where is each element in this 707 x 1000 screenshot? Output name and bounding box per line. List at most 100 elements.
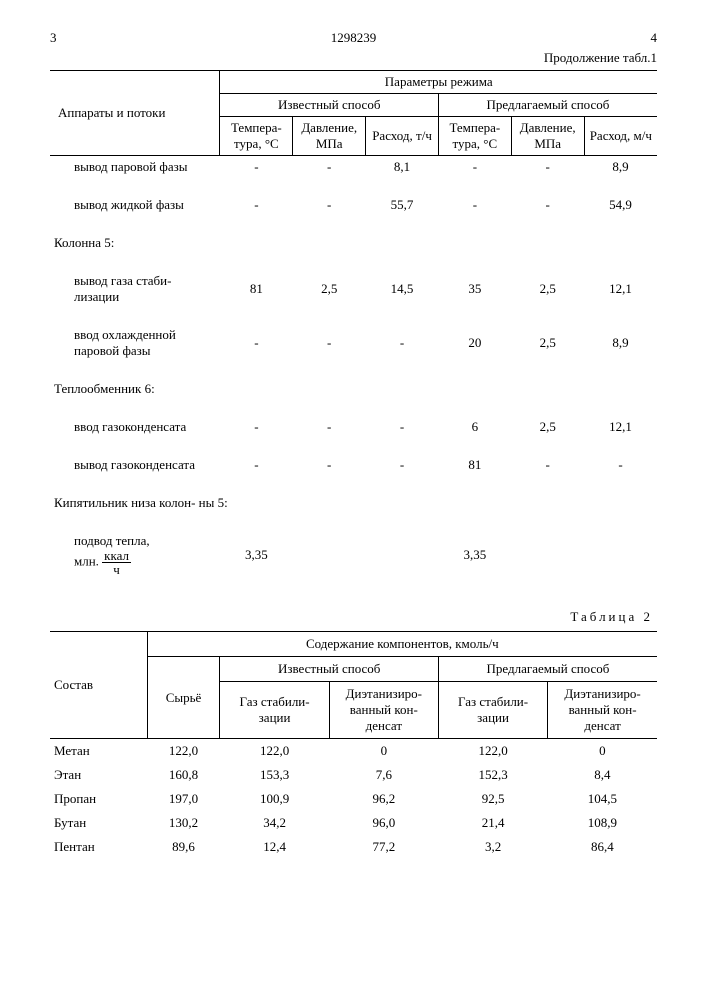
t2-cell: 12,4 (220, 835, 329, 859)
t2-cell: 0 (548, 739, 657, 764)
t1-cell: 8,9 (584, 324, 657, 362)
t1-row-label: вывод паровой фазы (50, 156, 220, 179)
t1-cell: - (438, 194, 511, 216)
t2-cell: 122,0 (147, 739, 220, 764)
table-2-title: Таблица 2 (50, 609, 653, 625)
t1-temp1: Темпера- тура, °C (220, 117, 293, 156)
t2-gas2: Газ стабили- зации (438, 682, 547, 739)
t2-cell: 3,2 (438, 835, 547, 859)
t2-cond2: Диэтанизиро- ванный кон- денсат (548, 682, 657, 739)
t2-cell: 89,6 (147, 835, 220, 859)
t2-cell: 21,4 (438, 811, 547, 835)
t1-cell: 2,5 (511, 416, 584, 438)
t1-press1: Давление, МПа (293, 117, 366, 156)
t1-temp2: Темпера- тура, °C (438, 117, 511, 156)
t1-section: Теплообменник 6: (50, 378, 657, 400)
t1-cell: 55,7 (366, 194, 439, 216)
t2-row-label: Бутан (50, 811, 147, 835)
t1-cell: 8,9 (584, 156, 657, 179)
t1-cell: 12,1 (584, 270, 657, 308)
t1-cell: - (293, 324, 366, 362)
t1-cell: 2,5 (511, 270, 584, 308)
t1-section: Кипятильник низа колон- ны 5: (50, 492, 657, 514)
t1-cell: - (293, 194, 366, 216)
t1-row-label: вывод жидкой фазы (50, 194, 220, 216)
t1-flow2: Расход, м/ч (584, 117, 657, 156)
t1-cell: - (293, 454, 366, 476)
t2-cell: 197,0 (147, 787, 220, 811)
t2-cond1: Диэтанизиро- ванный кон- денсат (329, 682, 438, 739)
t1-known-header: Известный способ (220, 94, 438, 117)
t1-proposed-header: Предлагаемый способ (438, 94, 657, 117)
t1-cell: - (220, 194, 293, 216)
t1-cell: 81 (438, 454, 511, 476)
t1-cell: 54,9 (584, 194, 657, 216)
t1-cell: 3,35 (220, 530, 293, 579)
t1-cell: 12,1 (584, 416, 657, 438)
t2-content-header: Содержание компонентов, кмоль/ч (147, 632, 657, 657)
t2-cell: 160,8 (147, 763, 220, 787)
t1-cell: - (366, 416, 439, 438)
t2-cell: 86,4 (548, 835, 657, 859)
t1-row-label: ввод газоконденсата (50, 416, 220, 438)
t1-cell: 2,5 (293, 270, 366, 308)
t1-cell: - (293, 156, 366, 179)
t2-cell: 122,0 (220, 739, 329, 764)
t2-cell: 104,5 (548, 787, 657, 811)
t1-cell (584, 530, 657, 579)
t1-cell: - (366, 454, 439, 476)
t1-apparatus-header: Аппараты и потоки (50, 71, 220, 156)
t1-cell: - (220, 156, 293, 179)
t1-cell: 81 (220, 270, 293, 308)
page-right: 4 (651, 30, 658, 46)
t2-cell: 96,0 (329, 811, 438, 835)
t1-cell: - (438, 156, 511, 179)
t2-row-label: Пентан (50, 835, 147, 859)
t1-cell: 6 (438, 416, 511, 438)
t1-cell: - (220, 454, 293, 476)
t2-cell: 8,4 (548, 763, 657, 787)
t2-raw-header: Сырьё (147, 657, 220, 739)
t2-cell: 153,3 (220, 763, 329, 787)
t1-cell (366, 530, 439, 579)
t2-row-label: Пропан (50, 787, 147, 811)
t2-comp-header: Состав (50, 632, 147, 739)
continuation-label: Продолжение табл.1 (50, 50, 657, 66)
t1-cell: 14,5 (366, 270, 439, 308)
t1-cell (293, 530, 366, 579)
table-1: Аппараты и потоки Параметры режима Извес… (50, 70, 657, 579)
t1-cell: 3,35 (438, 530, 511, 579)
t2-cell: 77,2 (329, 835, 438, 859)
t1-cell: - (366, 324, 439, 362)
t1-press2: Давление, МПа (511, 117, 584, 156)
t1-cell: 8,1 (366, 156, 439, 179)
t2-gas1: Газ стабили- зации (220, 682, 329, 739)
t1-row-label: вывод газа стаби- лизации (50, 270, 220, 308)
t1-row-label: ввод охлажденной паровой фазы (50, 324, 220, 362)
t1-cell: - (511, 454, 584, 476)
table-2: Состав Содержание компонентов, кмоль/ч С… (50, 631, 657, 859)
t1-cell: - (584, 454, 657, 476)
t2-cell: 92,5 (438, 787, 547, 811)
t1-cell: - (220, 416, 293, 438)
t1-cell: 20 (438, 324, 511, 362)
t2-cell: 34,2 (220, 811, 329, 835)
t2-cell: 7,6 (329, 763, 438, 787)
t1-cell: - (511, 156, 584, 179)
t2-known-header: Известный способ (220, 657, 439, 682)
t2-row-label: Этан (50, 763, 147, 787)
t1-cell: - (511, 194, 584, 216)
t1-cell (511, 530, 584, 579)
t1-heat-label: подвод тепла,млн. ккалч (50, 530, 220, 579)
t2-cell: 122,0 (438, 739, 547, 764)
t1-cell: - (293, 416, 366, 438)
t2-row-label: Метан (50, 739, 147, 764)
t2-cell: 96,2 (329, 787, 438, 811)
t2-cell: 100,9 (220, 787, 329, 811)
t1-row-label: вывод газоконденсата (50, 454, 220, 476)
patent-number: 1298239 (57, 30, 651, 46)
page-header: 3 1298239 4 (50, 30, 657, 46)
t2-cell: 108,9 (548, 811, 657, 835)
t1-cell: - (220, 324, 293, 362)
t2-cell: 152,3 (438, 763, 547, 787)
